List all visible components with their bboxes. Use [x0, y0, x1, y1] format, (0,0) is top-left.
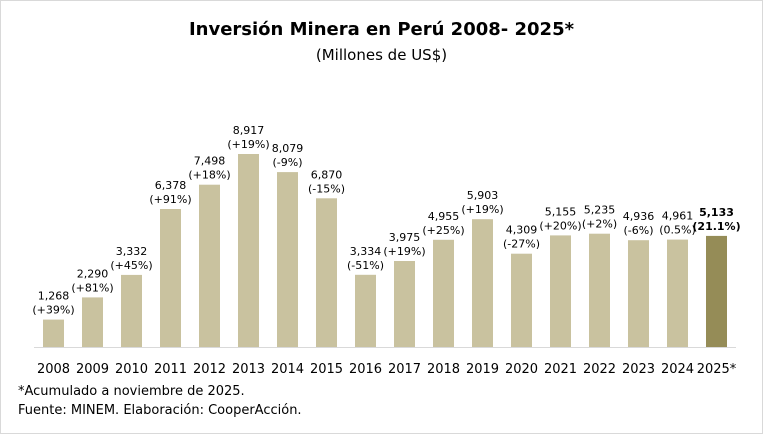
change-label-2008: (+39%)	[32, 304, 74, 317]
value-label-2013: 8,917	[233, 124, 265, 137]
value-label-2018: 4,955	[428, 210, 460, 223]
change-label-2014: (-9%)	[272, 156, 302, 169]
bar-2020	[511, 253, 532, 347]
x-tick-2012: 2012	[193, 362, 226, 377]
change-label-2023: (-6%)	[623, 224, 653, 237]
bar-2010	[121, 274, 142, 347]
value-label-2025*: 5,133	[699, 206, 734, 219]
x-tick-2013: 2013	[232, 362, 265, 377]
value-label-2024: 4,961	[662, 210, 694, 223]
value-label-2023: 4,936	[623, 210, 655, 223]
bar-2023	[628, 240, 649, 347]
bar-2015	[316, 198, 337, 347]
x-tick-2025*: 2025*	[697, 362, 737, 377]
value-label-2011: 6,378	[155, 179, 187, 192]
x-tick-2016: 2016	[349, 362, 382, 377]
change-label-2020: (-27%)	[503, 238, 540, 251]
change-label-2025*: (21.1%)	[692, 220, 740, 233]
bar-2012	[199, 184, 220, 347]
value-label-2019: 5,903	[467, 189, 499, 202]
bar-2018	[433, 239, 454, 347]
change-label-2018: (+25%)	[422, 224, 464, 237]
bar-2008	[43, 319, 64, 347]
footnote-cutoff: *Acumulado a noviembre de 2025.	[18, 384, 245, 399]
x-tick-2024: 2024	[661, 362, 694, 377]
chart-title: Inversión Minera en Perú 2008- 2025*	[188, 19, 575, 40]
bar-2013	[238, 154, 259, 347]
x-tick-2015: 2015	[310, 362, 343, 377]
x-tick-2009: 2009	[76, 362, 109, 377]
value-label-2008: 1,268	[38, 290, 70, 303]
change-label-2009: (+81%)	[71, 281, 113, 294]
bar-2021	[550, 235, 571, 347]
bar-2009	[82, 297, 103, 347]
bar-2019	[472, 219, 493, 347]
value-label-2012: 7,498	[194, 155, 226, 168]
x-tick-2023: 2023	[622, 362, 655, 377]
change-label-2013: (+19%)	[227, 138, 269, 151]
bar-2017	[394, 261, 415, 347]
value-label-2020: 4,309	[506, 224, 538, 237]
x-tick-2010: 2010	[115, 362, 148, 377]
bar-2022	[589, 233, 610, 347]
change-label-2021: (+20%)	[539, 219, 581, 232]
x-tick-2019: 2019	[466, 362, 499, 377]
bar-2016	[355, 274, 376, 347]
value-label-2016: 3,334	[350, 245, 382, 258]
bar-2025*	[706, 235, 727, 347]
change-label-2019: (+19%)	[461, 203, 503, 216]
x-tick-2014: 2014	[271, 362, 304, 377]
x-tick-2018: 2018	[427, 362, 460, 377]
value-label-2010: 3,332	[116, 245, 148, 258]
value-label-2009: 2,290	[77, 267, 109, 280]
value-label-2015: 6,870	[311, 168, 343, 181]
change-label-2010: (+45%)	[110, 259, 152, 272]
x-tick-2022: 2022	[583, 362, 616, 377]
x-tick-2011: 2011	[154, 362, 187, 377]
x-tick-2017: 2017	[388, 362, 421, 377]
chart-subtitle: (Millones de US$)	[315, 46, 448, 64]
x-tick-2020: 2020	[505, 362, 538, 377]
change-label-2012: (+18%)	[188, 169, 230, 182]
change-label-2016: (-51%)	[347, 259, 384, 272]
bar-2011	[160, 209, 181, 347]
change-label-2011: (+91%)	[149, 193, 191, 206]
value-label-2022: 5,235	[584, 204, 616, 217]
x-tick-2008: 2008	[37, 362, 70, 377]
value-label-2014: 8,079	[272, 142, 304, 155]
change-label-2017: (+19%)	[383, 245, 425, 258]
bar-2024	[667, 239, 688, 347]
bar-2014	[277, 172, 298, 347]
change-label-2024: (0.5%)	[659, 224, 696, 237]
change-label-2015: (-15%)	[308, 182, 345, 195]
value-label-2021: 5,155	[545, 205, 577, 218]
value-label-2017: 3,975	[389, 231, 421, 244]
change-label-2022: (+2%)	[582, 218, 617, 231]
footnote-source: Fuente: MINEM. Elaboración: CooperAcción…	[18, 403, 302, 418]
x-tick-2021: 2021	[544, 362, 577, 377]
